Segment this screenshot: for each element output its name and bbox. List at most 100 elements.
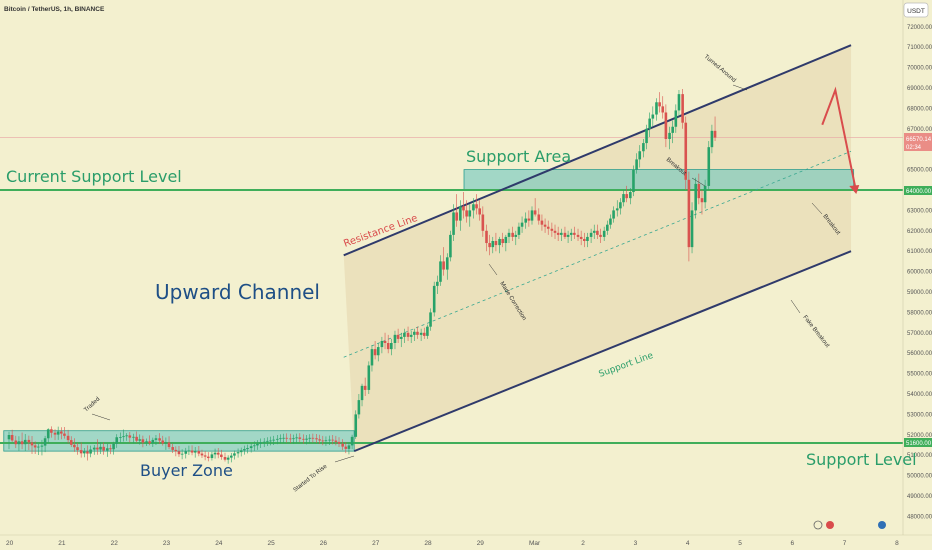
candle-body xyxy=(210,454,214,459)
y-tick-label: 53000.00 xyxy=(907,412,932,418)
candle-body xyxy=(269,440,272,442)
candle-body xyxy=(350,436,354,446)
candle-body xyxy=(324,440,328,442)
candle-body xyxy=(383,340,387,343)
flag-icon-circle[interactable] xyxy=(826,521,834,529)
x-tick-label: 26 xyxy=(320,540,328,547)
candle xyxy=(700,190,704,215)
candle-body xyxy=(177,451,181,455)
candle xyxy=(122,429,125,442)
candle-body xyxy=(462,206,465,211)
candle xyxy=(167,436,171,450)
candle xyxy=(69,436,73,448)
candle xyxy=(229,452,233,463)
candle xyxy=(272,435,275,445)
current-price-value: 66570.14 xyxy=(906,137,932,143)
candle-body xyxy=(112,443,115,450)
candle-body xyxy=(439,261,442,282)
candle-body xyxy=(586,236,589,241)
candle-body xyxy=(556,232,560,235)
candle-body xyxy=(334,440,338,442)
candle xyxy=(132,433,135,444)
x-tick-label: 20 xyxy=(6,540,14,547)
candle xyxy=(226,455,230,464)
candle-body xyxy=(135,436,138,441)
candle xyxy=(206,452,210,462)
candle-body xyxy=(354,414,358,437)
x-tick-label: 22 xyxy=(111,540,119,547)
x-tick-label: 2 xyxy=(581,540,585,547)
candle-body xyxy=(275,438,279,440)
candle xyxy=(30,436,34,454)
news-icon[interactable] xyxy=(878,521,886,529)
candle xyxy=(239,447,243,457)
candle-body xyxy=(122,436,125,438)
lines-layer xyxy=(0,44,903,453)
candle xyxy=(429,308,432,331)
candle-body xyxy=(328,439,331,441)
projection-path xyxy=(821,86,858,193)
candle-body xyxy=(403,332,406,337)
candle xyxy=(436,275,439,295)
candle xyxy=(233,450,236,460)
candle-body xyxy=(546,226,550,229)
candle xyxy=(432,281,436,317)
candle-body xyxy=(337,441,341,444)
candle-body xyxy=(413,331,416,335)
candle xyxy=(494,232,498,252)
candle xyxy=(269,436,272,446)
candle xyxy=(507,228,511,244)
candle xyxy=(586,232,589,248)
support-64000-tag: 64000.00 xyxy=(904,186,932,195)
candle xyxy=(393,330,397,350)
candle-body xyxy=(7,435,11,440)
candle-body xyxy=(318,439,321,441)
candle xyxy=(252,441,256,451)
candle-body xyxy=(393,334,397,343)
candle-body xyxy=(697,183,701,199)
candle xyxy=(677,90,681,117)
replay-icon[interactable] xyxy=(813,520,823,530)
candle xyxy=(324,436,328,446)
candle-body xyxy=(449,234,452,258)
candle xyxy=(651,106,655,127)
candle-body xyxy=(592,230,596,233)
y-tick-label: 61000.00 xyxy=(907,249,932,255)
replay-icon-circle[interactable] xyxy=(813,520,823,530)
candle-body xyxy=(396,334,400,339)
candle xyxy=(399,332,403,348)
candle-body xyxy=(69,440,73,445)
candle xyxy=(285,433,289,443)
candle-body xyxy=(302,438,305,440)
candle xyxy=(344,441,348,454)
candle-body xyxy=(236,452,240,454)
news-icon-circle[interactable] xyxy=(878,521,886,529)
candle xyxy=(40,439,44,456)
candle xyxy=(422,327,426,339)
candle xyxy=(363,377,367,397)
candle-body xyxy=(550,228,554,231)
flag-icon[interactable] xyxy=(826,521,834,529)
x-tick-label: 8 xyxy=(895,540,899,547)
currency-button[interactable]: USDT xyxy=(903,2,929,18)
candle xyxy=(592,224,596,239)
candle-body xyxy=(684,122,688,180)
candle xyxy=(92,445,96,455)
candle-body xyxy=(298,437,302,439)
candle xyxy=(445,253,449,280)
candle-body xyxy=(36,446,40,448)
candle-body xyxy=(681,94,684,123)
candle xyxy=(308,434,312,444)
currency-button-box[interactable] xyxy=(903,2,929,18)
candle-body xyxy=(20,441,24,445)
x-tick-label: 6 xyxy=(791,540,795,547)
y-tick-label: 67000.00 xyxy=(907,127,932,133)
y-tick-label: 55000.00 xyxy=(907,372,932,378)
candle-body xyxy=(119,437,122,438)
candle-body xyxy=(520,222,524,227)
candle xyxy=(243,445,246,455)
currency-button-label[interactable]: USDT xyxy=(907,8,925,15)
candle-body xyxy=(537,214,541,221)
